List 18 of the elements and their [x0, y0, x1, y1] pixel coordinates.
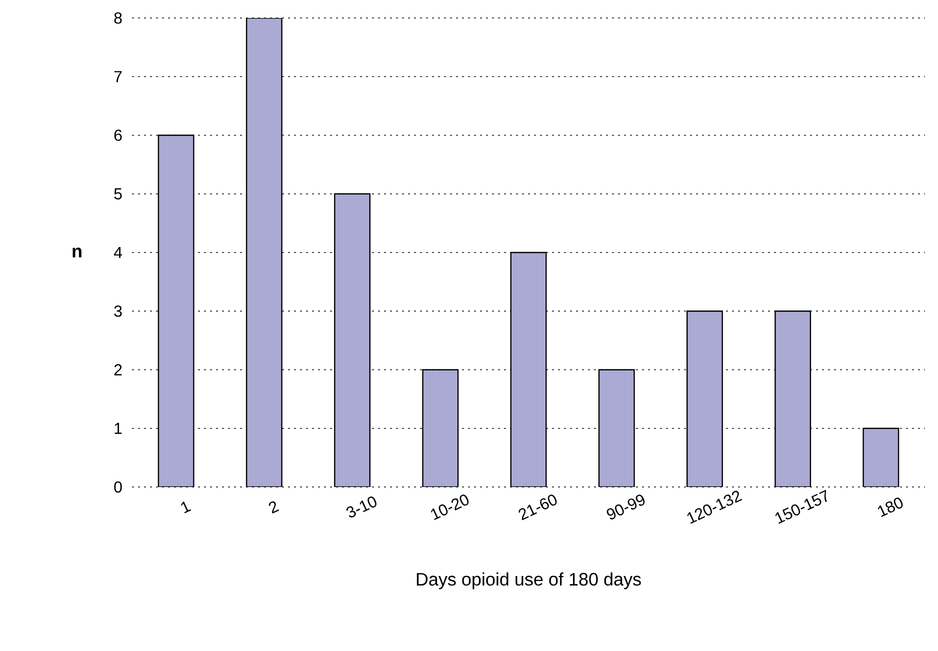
y-tick-label: 0: [114, 481, 122, 493]
y-tick-label: 8: [114, 12, 122, 24]
x-axis-title: Days opioid use of 180 days: [416, 572, 641, 590]
y-tick-label: 2: [114, 364, 122, 376]
y-tick-label: 7: [114, 71, 122, 82]
y-tick-label: 4: [114, 246, 122, 258]
y-tick-label: 1: [114, 422, 122, 434]
y-tick-label: 5: [114, 188, 122, 200]
x-tick-label: 10-20: [430, 494, 469, 520]
x-tick-label: 180: [878, 498, 903, 518]
x-tick-label: 21-60: [518, 494, 557, 520]
x-tick-label: 3-10: [346, 496, 376, 518]
y-tick-label: 6: [114, 130, 122, 141]
x-tick-label: 90-99: [606, 494, 645, 520]
y-tick-label: 3: [114, 305, 122, 317]
y-axis-title: n: [72, 248, 82, 258]
x-tick-label: 1: [181, 502, 192, 514]
x-tick-label: 2: [268, 501, 280, 514]
